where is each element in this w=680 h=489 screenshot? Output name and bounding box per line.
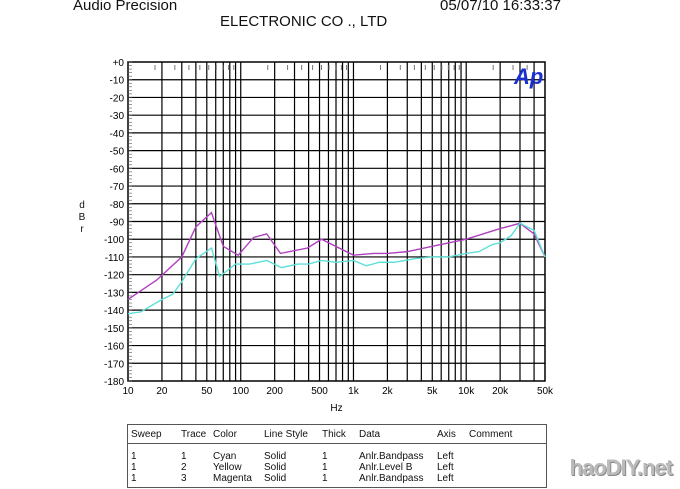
header-timestamp: 05/07/10 16:33:37 bbox=[440, 0, 561, 14]
y-tick-label: -40 bbox=[110, 129, 125, 140]
legend-cell: 1 bbox=[322, 473, 328, 484]
legend-cell: Yellow bbox=[213, 462, 242, 473]
y-tick-label: -50 bbox=[110, 147, 125, 158]
legend-cell: Magenta bbox=[213, 473, 252, 484]
y-axis-label-char: B bbox=[78, 212, 86, 223]
legend-header-cell: Thick bbox=[322, 429, 346, 440]
legend-cell: 1 bbox=[322, 451, 328, 462]
y-tick-label: -20 bbox=[110, 93, 125, 104]
x-tick-label: 50k bbox=[537, 386, 554, 397]
legend-cell: 1 bbox=[181, 451, 187, 462]
legend-header-cell: Line Style bbox=[264, 429, 308, 440]
legend-cell: 1 bbox=[131, 473, 137, 484]
x-tick-label: 100 bbox=[232, 386, 249, 397]
y-tick-label: -110 bbox=[105, 253, 125, 264]
y-tick-label: -170 bbox=[104, 359, 124, 370]
x-tick-label: 1k bbox=[348, 386, 360, 397]
x-tick-label: 500 bbox=[311, 386, 328, 397]
ap-logo: Ap bbox=[513, 64, 543, 89]
legend-cell: 2 bbox=[181, 462, 187, 473]
legend-cell: 1 bbox=[322, 462, 328, 473]
watermark: haoDIY.net bbox=[569, 455, 673, 480]
legend-table: Sweep Trace Color Line Style Thick Data Axis Co… bbox=[127, 424, 547, 488]
chart: +0 -10 -20 -30 -40 -50 -60 -70 -80 -90 -100 -110 -12… bbox=[104, 58, 554, 414]
legend-cell: 3 bbox=[181, 473, 187, 484]
y-tick-label: -30 bbox=[110, 111, 125, 122]
legend-cell: Left bbox=[437, 462, 454, 473]
header-title: Audio Precision bbox=[73, 0, 178, 14]
y-tick-label: -90 bbox=[110, 218, 125, 229]
legend-cell: Anlr.Bandpass bbox=[359, 451, 424, 462]
legend-cell: Solid bbox=[264, 451, 287, 462]
y-tick-label: -140 bbox=[104, 306, 124, 317]
legend-cell: 1 bbox=[131, 462, 137, 473]
y-tick-label: -160 bbox=[104, 342, 124, 353]
header-company: ELECTRONIC CO ., LTD bbox=[220, 13, 388, 30]
y-axis-label-char: d bbox=[79, 200, 85, 211]
legend-cell: Cyan bbox=[213, 451, 237, 462]
x-axis-label: Hz bbox=[330, 403, 342, 414]
x-tick-label: 10k bbox=[458, 386, 475, 397]
y-tick-label: -130 bbox=[104, 288, 124, 299]
y-tick-label: -70 bbox=[110, 182, 125, 193]
legend-cell: Solid bbox=[264, 462, 287, 473]
y-tick-label: -180 bbox=[104, 377, 124, 388]
x-tick-label: 5k bbox=[427, 386, 439, 397]
x-tick-label: 20 bbox=[156, 386, 168, 397]
legend-cell: Left bbox=[437, 451, 454, 462]
y-tick-label: -120 bbox=[104, 271, 124, 282]
x-tick-label: 200 bbox=[266, 386, 283, 397]
legend-header-cell: Sweep bbox=[131, 429, 162, 440]
y-tick-label: -80 bbox=[110, 200, 125, 211]
series-line-0 bbox=[127, 211, 546, 301]
legend-header-cell: Data bbox=[359, 429, 381, 440]
legend-cell: Solid bbox=[264, 473, 287, 484]
legend-header-cell: Axis bbox=[437, 429, 456, 440]
legend-header-cell: Comment bbox=[469, 429, 513, 440]
x-tick-label: 2k bbox=[382, 386, 394, 397]
legend-cell: Left bbox=[437, 473, 454, 484]
y-axis-label-char: r bbox=[80, 224, 84, 235]
y-tick-label: +0 bbox=[113, 58, 125, 69]
legend-cell: Anlr.Bandpass bbox=[359, 473, 424, 484]
legend-cell: Anlr.Level B bbox=[359, 462, 413, 473]
legend-header: Sweep Trace Color Line Style Thick Data Axis Co… bbox=[128, 425, 546, 444]
y-tick-label: -60 bbox=[110, 164, 125, 175]
x-tick-label: 20k bbox=[492, 386, 509, 397]
legend-header-cell: Trace bbox=[181, 429, 207, 440]
legend-header-cell: Color bbox=[213, 429, 237, 440]
x-tick-label: 50 bbox=[201, 386, 213, 397]
legend-cell: 1 bbox=[131, 451, 137, 462]
y-tick-label: -10 bbox=[110, 76, 125, 87]
x-tick-label: 10 bbox=[122, 386, 134, 397]
y-tick-label: -100 bbox=[104, 235, 124, 246]
y-tick-label: -150 bbox=[104, 324, 124, 335]
